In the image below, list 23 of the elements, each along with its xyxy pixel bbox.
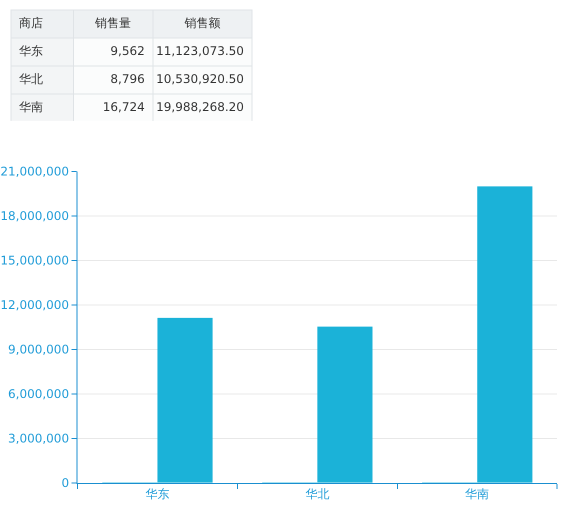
text: 商店 <box>18 16 43 30</box>
data-label: 16,724 <box>102 100 145 114</box>
text: 销售量 <box>94 16 132 30</box>
y-tick-label: 18,000,000 <box>0 209 70 224</box>
series-label: 销售额 <box>183 16 220 30</box>
data-label: 19,988,268.20 <box>156 100 244 114</box>
y-tick-label: 15,000,000 <box>0 254 70 268</box>
data-label: 11,123,073.50 <box>156 44 244 58</box>
y-tick-label: 6,000,000 <box>8 387 70 402</box>
y-tick-label: 3,000,000 <box>8 432 70 446</box>
y-tick-label: 12,000,000 <box>0 298 70 312</box>
y-tick-label: 0 <box>61 476 70 490</box>
data-label: 8,796 <box>110 72 145 86</box>
category-label: 华北 <box>18 72 43 86</box>
y-tick-label: 9,000,000 <box>8 342 70 357</box>
category-label: 华南 <box>18 100 43 114</box>
x-tick-label: 华南 <box>465 487 490 502</box>
x-tick-label: 华东 <box>145 487 170 502</box>
data-label: 9,562 <box>110 44 145 58</box>
data-label: 10,530,920.50 <box>156 72 244 86</box>
category-label: 华东 <box>18 44 43 58</box>
x-tick-label: 华北 <box>305 487 330 502</box>
y-tick-label: 21,000,000 <box>0 164 70 179</box>
